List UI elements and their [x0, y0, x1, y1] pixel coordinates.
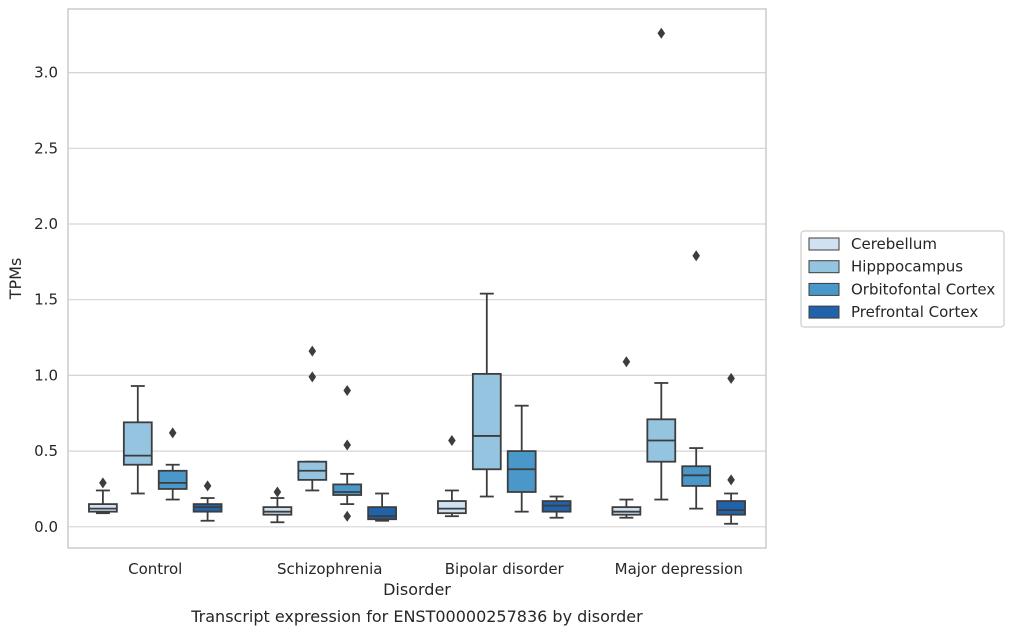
iqr-box	[437, 500, 467, 515]
outlier-point	[622, 356, 631, 368]
legend-frame	[800, 230, 1005, 328]
outlier-point	[308, 371, 317, 383]
outlier-point	[168, 427, 177, 439]
box-3-2	[332, 385, 363, 522]
x-tick-label: Control	[128, 560, 182, 578]
y-tick-label: 0.0	[34, 518, 58, 536]
outlier-point	[727, 474, 735, 486]
box-4-3	[541, 495, 572, 519]
chart-caption: Transcript expression for ENST0000025783…	[190, 607, 643, 626]
outlier-point	[343, 385, 351, 397]
box-1-4	[611, 356, 642, 519]
y-tick-label: 0.5	[34, 442, 58, 460]
x-axis-label: Disorder	[383, 580, 451, 599]
box-3-1	[157, 427, 188, 501]
box-4-1	[192, 480, 223, 522]
y-gridlines	[68, 71, 766, 528]
x-axis-ticks: Control Schizophrenia Bipolar disorder Majo…	[128, 560, 743, 578]
box-groups	[88, 27, 746, 525]
iqr-box	[367, 506, 397, 521]
x-tick-label: Bipolar disorder	[445, 560, 565, 578]
legend-swatch	[808, 282, 840, 296]
box-2-1	[122, 385, 153, 495]
iqr-box	[157, 469, 188, 490]
outlier-point	[657, 27, 666, 39]
outlier-point	[448, 435, 456, 447]
outlier-point	[308, 345, 317, 357]
y-tick-label: 3.0	[34, 64, 58, 82]
legend-label: Prefrontal Cortex	[851, 303, 978, 321]
iqr-box	[506, 450, 537, 493]
legend-label: Orbitofontal Cortex	[851, 280, 995, 298]
outlier-point	[273, 486, 282, 498]
y-tick-label: 2.0	[34, 215, 58, 233]
legend: Cerebellum Hipppocampus Orbitofontal Corte…	[800, 230, 1005, 328]
y-axis-ticks: 0.0 0.5 1.0 1.5 2.0 2.5 3.0	[34, 64, 58, 536]
plot-area-frame	[67, 8, 767, 549]
iqr-box	[332, 483, 363, 496]
outlier-point	[99, 477, 107, 489]
box-4-2	[367, 492, 397, 522]
legend-swatch	[808, 237, 840, 251]
legend-swatch	[808, 260, 840, 274]
legend-label: Cerebellum	[851, 235, 937, 253]
x-tick-label: Schizophrenia	[277, 560, 382, 578]
y-axis-label: TPMs	[6, 258, 25, 301]
box-1-2	[262, 486, 293, 524]
outlier-point	[343, 510, 351, 522]
box-3-4	[681, 250, 712, 510]
outlier-point	[727, 372, 735, 384]
box-4-4	[716, 372, 746, 525]
box-2-2	[297, 345, 328, 492]
x-tick-label: Major depression	[615, 560, 743, 578]
legend-label: Hipppocampus	[851, 258, 963, 276]
box-1-3	[437, 435, 467, 518]
iqr-box	[471, 372, 502, 471]
iqr-box	[122, 421, 153, 466]
box-2-4	[646, 27, 677, 501]
outlier-point	[203, 480, 212, 492]
y-tick-label: 1.0	[34, 366, 58, 384]
box-2-3	[471, 292, 502, 498]
y-tick-label: 1.5	[34, 291, 58, 309]
iqr-box	[716, 500, 746, 516]
legend-swatch	[808, 305, 840, 319]
y-tick-label: 2.5	[34, 139, 58, 157]
outlier-point	[343, 439, 351, 451]
box-3-3	[506, 404, 537, 513]
box-1-1	[88, 477, 118, 515]
outlier-point	[692, 250, 700, 262]
